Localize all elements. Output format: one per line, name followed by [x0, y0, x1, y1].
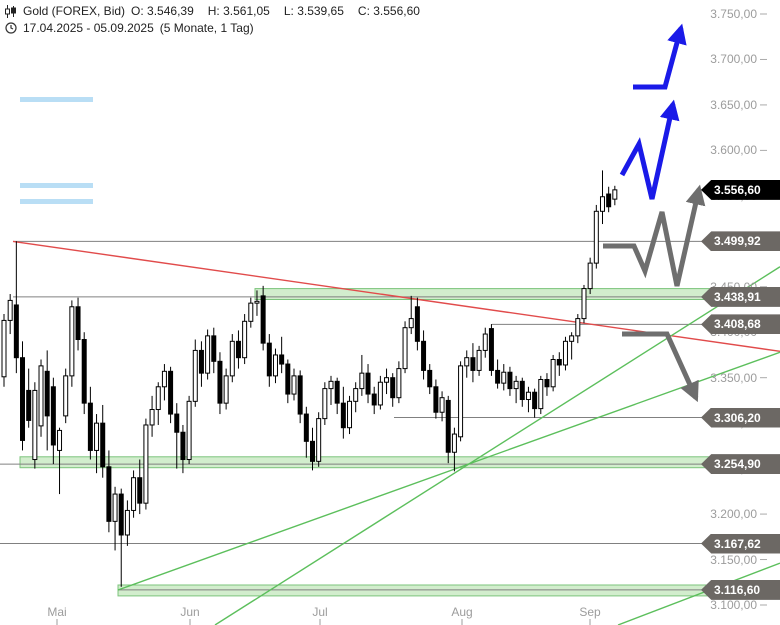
support-zone [117, 584, 780, 597]
date-range: 17.04.2025 - 05.09.2025 [23, 21, 154, 35]
x-axis-label-mai: Mai [47, 605, 67, 619]
y-axis-label: 3.700,00 [710, 52, 757, 67]
symbol-title: Gold (FOREX, Bid) [23, 4, 126, 18]
level-price-tag: 3.408,68 [701, 314, 780, 335]
ohlc-high: H: 3.561,05 [207, 4, 270, 18]
y-axis-label: 3.600,00 [710, 143, 757, 158]
y-axis-label: 3.350,00 [710, 370, 757, 385]
level-price-tag: 3.167,62 [701, 533, 780, 554]
ohlc-close: C: 3.556,60 [357, 4, 420, 18]
y-axis-label: 3.750,00 [710, 7, 757, 21]
projection-flag-up-arrow[interactable] [633, 23, 687, 90]
chart-period: 17.04.2025 - 05.09.2025 (5 Monate, 1 Tag… [5, 21, 254, 35]
x-axis-label-aug: Aug [451, 605, 473, 619]
current-price-tag: 3.556,60 [701, 179, 780, 200]
highlight-bar [20, 97, 93, 102]
y-axis-label: 3.200,00 [710, 507, 757, 522]
chart-header: Gold (FOREX, Bid) O: 3.546,39 H: 3.561,0… [5, 4, 428, 18]
ohlc-open: O: 3.546,39 [131, 4, 194, 18]
support-trendline[interactable] [617, 562, 780, 625]
clock-icon [5, 22, 17, 34]
level-price-tag: 3.306,20 [701, 407, 780, 428]
y-axis-label: 3.100,00 [710, 597, 757, 612]
candlestick-icon [5, 4, 17, 18]
scenario-down-arrow[interactable] [622, 331, 699, 403]
x-axis-label-jul: Jul [312, 605, 328, 619]
support-zone [19, 456, 780, 469]
projection-zigzag-up-arrow[interactable] [619, 99, 680, 200]
support-trendline[interactable] [214, 266, 780, 625]
level-price-tag: 3.116,60 [701, 579, 780, 600]
support-trendline[interactable] [117, 351, 780, 591]
highlight-bar [20, 199, 93, 204]
x-axis-label-sep: Sep [579, 605, 601, 619]
ohlc-low: L: 3.539,65 [283, 4, 344, 18]
level-price-tag: 3.254,90 [701, 454, 780, 475]
scenario-w-pullback-up-arrow[interactable] [603, 184, 706, 287]
candles [1, 170, 618, 587]
support-zone [254, 288, 780, 300]
duration: (5 Monate, 1 Tag) [159, 21, 254, 35]
x-axis-label-jun: Jun [180, 605, 200, 619]
level-price-tag: 3.438,91 [701, 286, 780, 307]
y-axis-label: 3.650,00 [710, 97, 757, 112]
highlight-bar [20, 183, 93, 188]
y-axis-label: 3.150,00 [710, 552, 757, 567]
level-price-tag: 3.499,92 [701, 231, 780, 252]
